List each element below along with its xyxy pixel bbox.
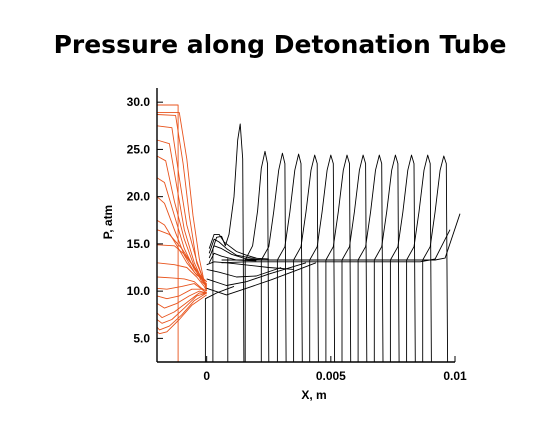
- pressure-curve-42: [390, 154, 416, 363]
- pressure-curve-1: [157, 104, 179, 362]
- pressure-curve-21: [204, 285, 235, 362]
- y-tick-label-6: 30.0: [127, 95, 151, 109]
- pressure-curve-35: [277, 153, 303, 363]
- pressure-curve-5: [156, 139, 208, 287]
- pressure-curve-13: [156, 276, 207, 292]
- pressure-curve-15: [156, 288, 207, 300]
- pressure-curve-22: [212, 123, 245, 363]
- pressure-curve-31: [221, 213, 461, 261]
- curves-group: [156, 104, 461, 363]
- pressure-curve-16: [156, 290, 207, 309]
- pressure-curve-36: [293, 154, 319, 363]
- x-tick-label-2: 0.005: [316, 369, 346, 383]
- x-axis-label: X, m: [301, 388, 326, 402]
- pressure-curve-19: [156, 292, 207, 331]
- pressure-curve-23: [208, 233, 257, 259]
- y-tick-label-3: 15.0: [127, 237, 151, 251]
- pressure-curve-25: [208, 245, 269, 261]
- pressure-curve-28: [206, 267, 282, 278]
- pressure-curve-24: [208, 238, 269, 260]
- pressure-curve-30: [206, 262, 317, 296]
- pressure-curve-2: [157, 112, 208, 292]
- y-axis-label: P, atm: [101, 205, 115, 239]
- y-tick-label-2: 10.0: [127, 284, 151, 298]
- pressure-curve-14: [156, 283, 207, 294]
- chart-title: Pressure along Detonation Tube: [53, 30, 507, 59]
- pressure-curve-39: [341, 154, 368, 363]
- ticks-group: 5.0 10.0 15.0 20.0 25.0 30.0 0 0.005 0.01: [127, 95, 467, 383]
- y-tick-label-5: 25.0: [127, 142, 151, 156]
- pressure-curve-17: [156, 292, 207, 319]
- pressure-curve-37: [309, 154, 336, 363]
- pressure-curve-3: [156, 114, 208, 290]
- pressure-curve-11: [156, 244, 208, 287]
- pressure-curve-33: [244, 150, 270, 363]
- pressure-curve-8: [156, 196, 207, 284]
- pressure-curve-27: [206, 261, 294, 270]
- x-tick-label-1: 0: [203, 369, 210, 383]
- pressure-curve-20: [156, 294, 207, 335]
- pressure-curve-43: [406, 154, 432, 363]
- axes-group: [156, 88, 455, 363]
- pressure-curve-40: [357, 154, 384, 363]
- x-tick-label-3: 0.01: [443, 369, 467, 383]
- y-tick-label-4: 20.0: [127, 190, 151, 204]
- pressure-curve-12: [156, 262, 208, 292]
- pressure-curve-38: [325, 154, 352, 363]
- pressure-curve-10: [156, 229, 208, 283]
- pressure-curve-34: [260, 152, 287, 363]
- pressure-curve-29: [206, 262, 307, 286]
- y-tick-label-1: 5.0: [133, 331, 150, 345]
- pressure-curve-41: [373, 154, 400, 363]
- pressure-curve-18: [156, 292, 207, 324]
- pressure-curve-44: [422, 155, 449, 363]
